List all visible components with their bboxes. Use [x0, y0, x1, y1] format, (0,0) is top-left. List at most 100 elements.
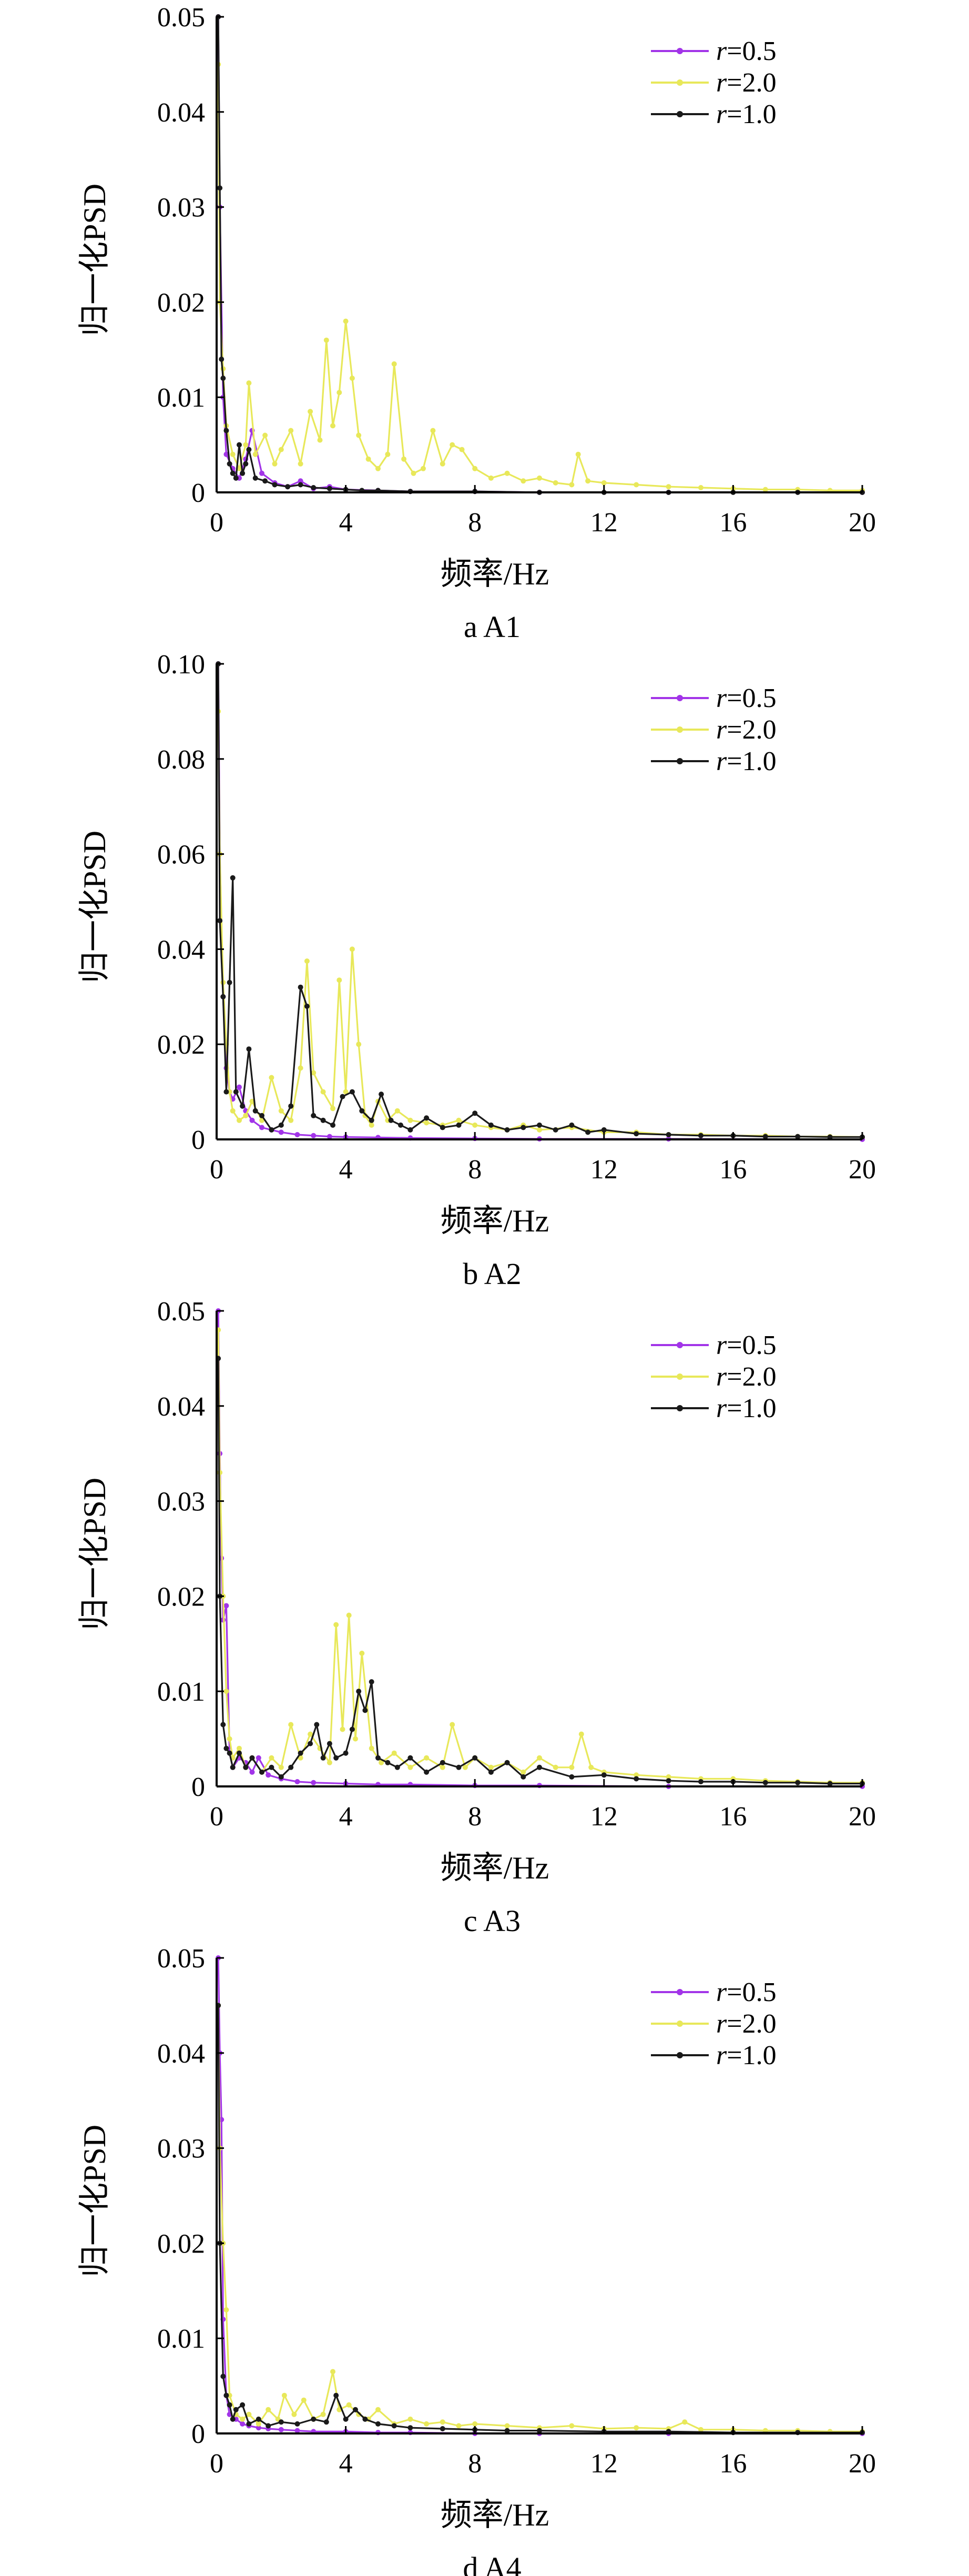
legend-marker [677, 758, 683, 764]
data-point [252, 475, 258, 481]
data-point [233, 475, 239, 481]
data-point [349, 946, 355, 952]
data-point [219, 356, 225, 362]
data-point [223, 428, 229, 433]
y-tick-label: 0.03 [157, 193, 205, 223]
data-point [227, 979, 232, 985]
data-point [407, 1764, 413, 1770]
y-tick-label: 0.04 [157, 2039, 205, 2069]
data-point [343, 1089, 349, 1095]
data-point [223, 1089, 229, 1095]
data-point [330, 1122, 335, 1128]
data-point [340, 1094, 345, 1099]
data-point [223, 1745, 229, 1751]
data-point [220, 1722, 226, 1728]
y-tick-label: 0.03 [157, 2134, 205, 2164]
x-tick-label: 0 [210, 508, 223, 538]
data-point [220, 376, 226, 381]
data-point [666, 1778, 671, 1784]
data-point [288, 1764, 294, 1770]
y-tick-label: 0.01 [157, 383, 205, 413]
data-point [795, 1134, 801, 1139]
data-point [588, 1764, 594, 1770]
legend-label-value: =1.0 [727, 746, 776, 776]
data-point [698, 1133, 703, 1138]
y-tick-label: 0 [191, 2419, 205, 2449]
data-point [601, 1772, 607, 1778]
x-tick-label: 20 [849, 1802, 876, 1832]
x-tick-label: 0 [210, 1802, 223, 1832]
data-point [504, 470, 510, 476]
data-point [456, 1764, 462, 1770]
legend-item: r=2.0 [651, 1362, 777, 1392]
data-point [440, 2426, 445, 2431]
data-point [298, 482, 303, 488]
legend-label-prefix: r [716, 746, 727, 776]
chart-caption: a A1 [464, 610, 521, 644]
data-point [327, 1760, 332, 1765]
data-point [252, 1108, 258, 1114]
data-point [246, 1046, 252, 1052]
legend-label: r=2.0 [716, 1362, 777, 1392]
data-point [553, 1764, 558, 1770]
data-point [450, 442, 455, 448]
legend: r=0.5r=2.0r=1.0 [651, 683, 777, 776]
data-point [504, 1127, 510, 1133]
data-point [333, 1622, 339, 1628]
data-point [521, 1125, 526, 1130]
legend-label: r=1.0 [716, 746, 777, 776]
data-point [269, 1755, 274, 1761]
data-point [243, 1113, 249, 1118]
data-point [634, 1131, 639, 1137]
series-line [216, 2003, 865, 2436]
x-tick-label: 12 [590, 2449, 618, 2479]
data-point [298, 1755, 303, 1761]
legend-label-prefix: r [716, 715, 727, 745]
legend-label: r=2.0 [716, 2009, 777, 2039]
data-point [246, 380, 252, 386]
data-point [320, 1089, 326, 1095]
y-axis-title: 归一化PSD [77, 831, 112, 983]
data-point [246, 2421, 252, 2427]
data-point [259, 1125, 264, 1130]
chart-panel: 0 0.02 0.04 0.06 0.08 0.10 0 4 8 12 16 20 频率/Hz 归一化PS… [77, 650, 876, 1291]
data-point [569, 1122, 575, 1128]
data-point [456, 1122, 462, 1128]
legend-label-prefix: r [716, 2009, 727, 2039]
data-point [227, 1736, 232, 1742]
data-point [269, 1127, 274, 1133]
y-tick-label: 0.05 [157, 1297, 205, 1327]
data-point [537, 1127, 542, 1133]
x-tick-label: 12 [590, 1802, 618, 1832]
data-point [223, 1689, 229, 1694]
legend-label-prefix: r [716, 99, 727, 129]
data-point [311, 1070, 317, 1076]
data-point [298, 1750, 303, 1756]
data-point [346, 1612, 352, 1618]
legend-marker [677, 1989, 683, 1995]
series-path [217, 1358, 862, 1785]
x-tick-label: 8 [468, 1155, 482, 1185]
y-axis-title: 归一化PSD [77, 1478, 112, 1630]
y-tick-label: 0.02 [157, 288, 205, 318]
y-tick-label: 0.04 [157, 98, 205, 128]
legend-marker [677, 726, 683, 733]
data-point [634, 2425, 639, 2431]
data-point [356, 432, 362, 438]
chart-panel: 0 0.01 0.02 0.03 0.04 0.05 0 4 8 12 16 20 频率/Hz 归一化PS… [77, 1297, 876, 1938]
legend-label-value: =2.0 [727, 2009, 776, 2039]
data-point [385, 1760, 391, 1765]
legend-item: r=1.0 [651, 1393, 777, 1423]
data-point [227, 461, 232, 467]
data-point [578, 1731, 584, 1737]
data-point [349, 1089, 355, 1095]
y-tick-label: 0.05 [157, 3, 205, 33]
x-tick-label: 8 [468, 2449, 482, 2479]
data-point [223, 451, 229, 457]
data-point [308, 1731, 313, 1737]
data-point [311, 1113, 317, 1118]
y-axis-title: 归一化PSD [77, 2125, 112, 2277]
data-point [424, 2421, 430, 2427]
data-point [440, 1764, 445, 1770]
